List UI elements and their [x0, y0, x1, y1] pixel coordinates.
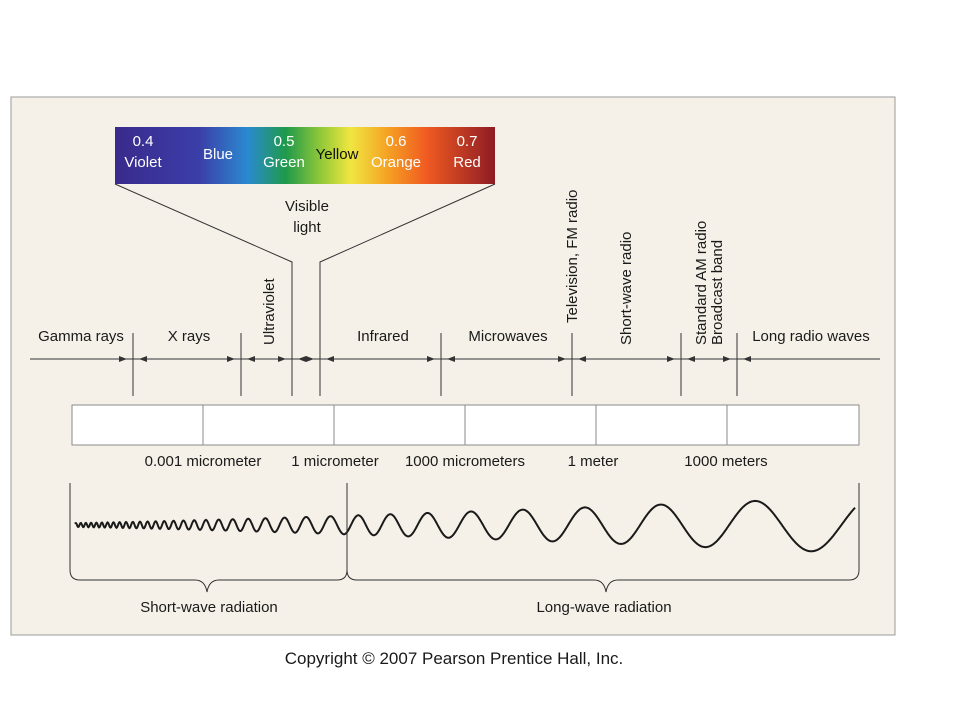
orange-label: Orange — [371, 154, 421, 171]
red-label: Red — [453, 154, 481, 171]
violet-value: 0.4 — [133, 133, 154, 150]
short-wave-radio-label: Short-wave radio — [618, 232, 635, 345]
scale-tick-1-meter: 1 meter — [568, 453, 619, 470]
green-label: Green — [263, 154, 305, 171]
yellow-label: Yellow — [316, 146, 359, 163]
long-radio-waves-label: Long radio waves — [752, 328, 870, 345]
blue-label: Blue — [203, 146, 233, 163]
band-boundaries — [132, 333, 738, 396]
copyright-notice: Copyright © 2007 Pearson Prentice Hall, … — [285, 649, 624, 668]
am-radio-label-line2: Broadcast band — [709, 240, 726, 345]
visible-light-caption-1: Visible — [285, 198, 329, 215]
scale-tick-1000-meters: 1000 meters — [684, 453, 767, 470]
scale-tick-0001-micrometer: 0.001 micrometer — [145, 453, 262, 470]
short-wave-radiation-label: Short-wave radiation — [140, 599, 278, 616]
x-rays-label: X rays — [168, 328, 211, 345]
infrared-label: Infrared — [357, 328, 409, 345]
wave-curve — [74, 499, 856, 553]
tv-fm-radio-label: Television, FM radio — [564, 190, 581, 323]
red-value: 0.7 — [457, 133, 478, 150]
visible-spectrum-bar — [115, 127, 495, 184]
scale-dividers — [202, 405, 728, 445]
green-value: 0.5 — [274, 133, 295, 150]
axis-arrowheads — [119, 356, 751, 362]
funnel-right-line — [319, 183, 496, 396]
long-wave-brace — [346, 483, 860, 593]
short-wave-brace — [69, 483, 348, 593]
microwaves-label: Microwaves — [468, 328, 547, 345]
visible-light-caption-2: light — [293, 219, 321, 236]
funnel-left-line — [114, 183, 293, 396]
scale-tick-1-micrometer: 1 micrometer — [291, 453, 379, 470]
scale-tick-1000-micrometers: 1000 micrometers — [405, 453, 525, 470]
diagram-panel — [10, 96, 896, 636]
gamma-rays-label: Gamma rays — [38, 328, 124, 345]
ultraviolet-label: Ultraviolet — [261, 277, 278, 345]
violet-label: Violet — [124, 154, 162, 171]
orange-value: 0.6 — [386, 133, 407, 150]
long-wave-radiation-label: Long-wave radiation — [536, 599, 671, 616]
am-radio-label-line1: Standard AM radio — [693, 221, 710, 345]
